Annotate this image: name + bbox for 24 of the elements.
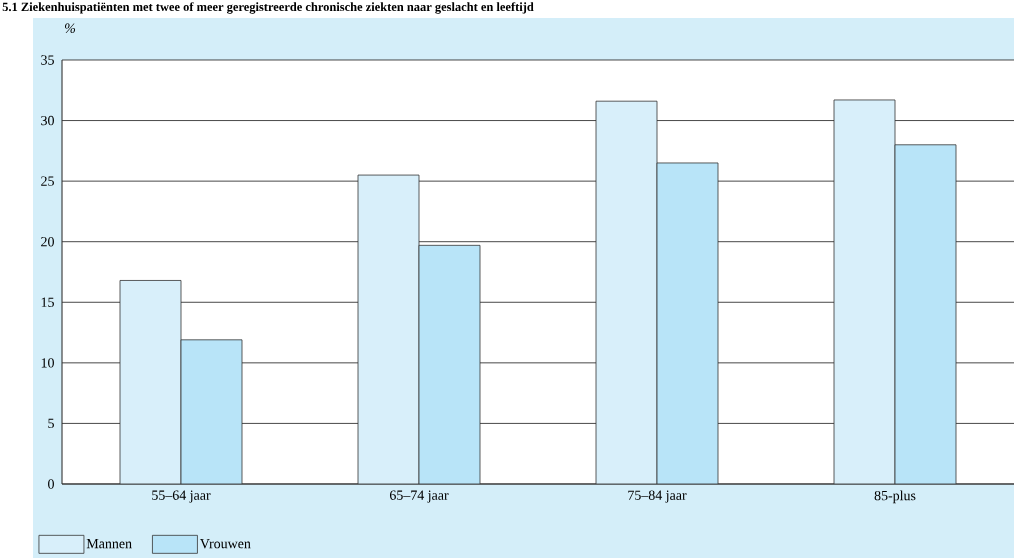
bar [595,100,658,484]
bar [119,280,182,484]
bar [180,339,243,484]
x-tick-label: 85-plus [874,490,916,504]
x-tick-label: 55–64 jaar [152,490,211,503]
bar [894,144,957,484]
bar [357,174,420,484]
y-tick-label: 5 [48,418,54,429]
y-tick-label: 30 [41,115,54,126]
x-tick-label: 65–74 jaar [389,490,449,503]
legend-label: Vrouwen [199,539,251,549]
y-tick-label: 20 [41,236,54,247]
y-tick-label: 15 [41,297,54,307]
y-axis-title: % [65,23,76,33]
y-tick-label: 25 [41,176,54,186]
bar [418,244,481,484]
y-tick-label: 35 [41,55,54,65]
y-tick-label: 0 [48,479,54,489]
bar [656,162,719,484]
legend-label: Mannen [86,539,132,549]
bar [833,99,896,484]
chart-title: 5.1 Ziekenhuispatiënten met twee of meer geregistreerde chronische ziekten naar geslacht en leeftijd [2,2,534,14]
y-tick-label: 10 [41,358,54,368]
x-tick-label: 75–84 jaar [628,490,687,503]
